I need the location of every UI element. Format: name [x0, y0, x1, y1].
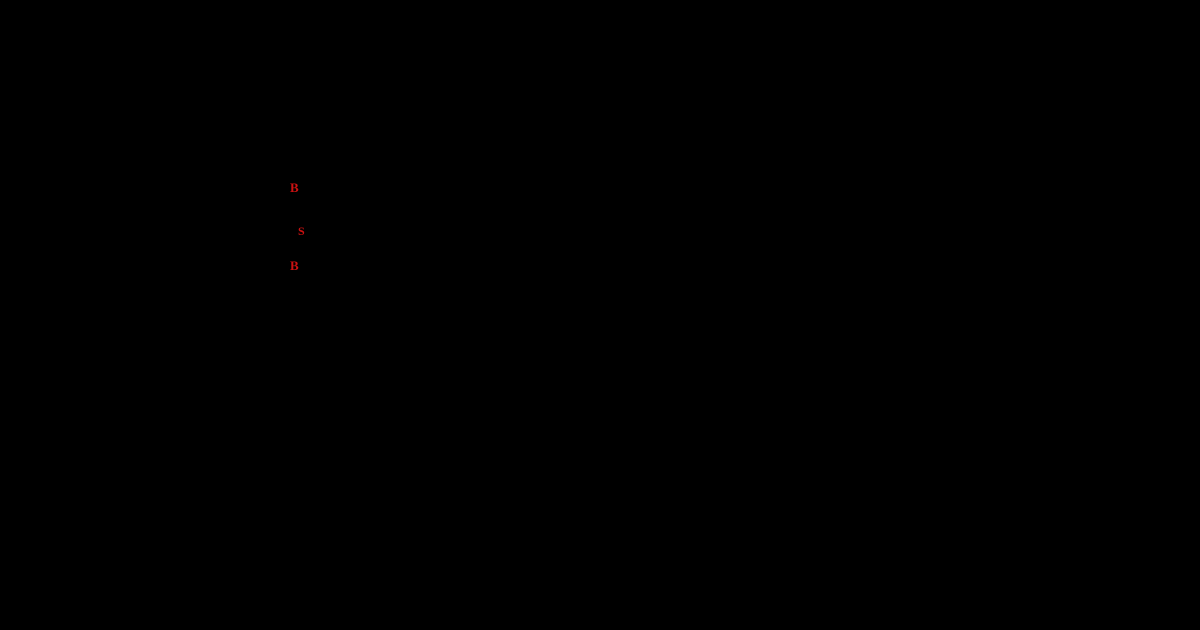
answer-line-2: dysentriae	[760, 423, 811, 437]
answer-prefix: b.	[760, 405, 769, 419]
answer-line-1: Shigella	[772, 405, 813, 419]
question-line-2: penyakit disentri.	[287, 393, 377, 407]
question-item: 1) Bakteri yang menyebabkan penyakit dis…	[260, 373, 428, 409]
document-page: B S B 1) Bakteri yang menyebabkan penyak…	[0, 0, 1200, 630]
answer-item: b. Shigella dysentriae	[760, 403, 813, 439]
question-number: 1)	[260, 373, 284, 391]
red-mark-b-1: B	[290, 180, 299, 196]
red-mark-b-2: B	[290, 258, 299, 274]
question-line-1: Bakteri yang menyebabkan	[287, 375, 428, 389]
red-mark-s: S	[298, 224, 305, 239]
question-text: Bakteri yang menyebabkan penyakit disent…	[287, 373, 428, 409]
